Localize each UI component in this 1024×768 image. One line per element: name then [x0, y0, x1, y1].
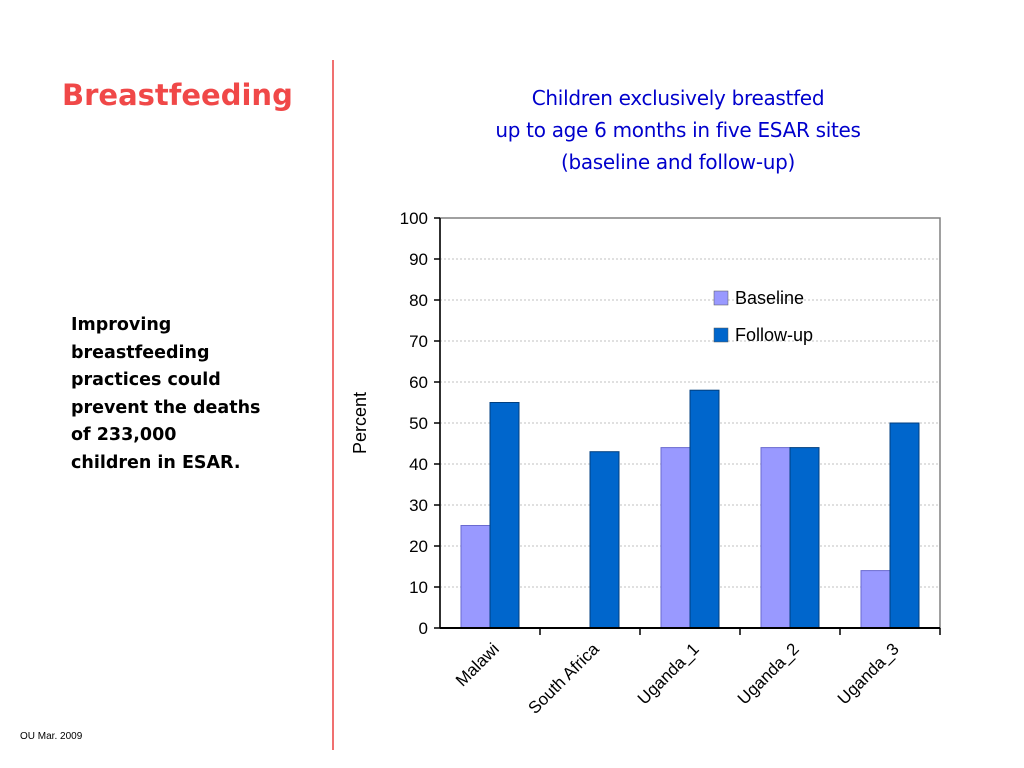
y-tick-label: 10	[409, 578, 428, 597]
legend-swatch	[713, 290, 729, 306]
legend-label: Follow-up	[735, 325, 813, 345]
bar-followup	[889, 422, 920, 629]
bar-baseline	[660, 447, 691, 629]
y-tick-label: 20	[409, 537, 428, 556]
side-note-line: practices could	[71, 370, 221, 390]
x-tick-label: Malawi	[452, 639, 503, 690]
x-tick-label: Uganda_3	[834, 639, 903, 708]
y-tick-label: 50	[409, 414, 428, 433]
chart-title-line: (baseline and follow-up)	[560, 150, 796, 174]
footer-date: OU Mar. 2009	[20, 731, 83, 742]
bar-followup	[589, 451, 620, 629]
side-note: Improving breastfeeding practices could …	[71, 312, 311, 477]
legend-swatch	[713, 327, 729, 343]
y-tick-label: 40	[409, 455, 428, 474]
bar-baseline	[460, 525, 491, 629]
y-tick-label: 70	[409, 332, 428, 351]
y-axis-title: Percent	[350, 392, 370, 454]
y-tick-label: 80	[409, 291, 428, 310]
y-tick-label: 90	[409, 250, 428, 269]
slide-title: Breastfeeding	[62, 78, 293, 112]
bar-followup	[789, 447, 820, 629]
y-tick-label: 100	[400, 209, 428, 228]
bar-followup	[689, 389, 720, 629]
side-note-line: breastfeeding	[71, 342, 210, 363]
bar-followup	[489, 402, 520, 629]
side-note-line: prevent the deaths	[71, 397, 261, 418]
x-tick-label: Uganda_2	[734, 639, 803, 708]
y-tick-label: 0	[419, 619, 428, 638]
y-tick-label: 60	[409, 373, 428, 392]
chart-title-line: Children exclusively breastfed	[531, 86, 825, 110]
side-note-line: Improving	[71, 315, 172, 335]
x-tick-label: South Africa	[525, 639, 604, 718]
vertical-divider	[332, 60, 334, 750]
legend-label: Baseline	[735, 288, 804, 308]
side-note-line: of 233,000	[71, 425, 177, 445]
chart-title-line: up to age 6 months in five ESAR sites	[495, 118, 861, 142]
side-note-line: children in ESAR.	[71, 452, 241, 473]
bar-baseline	[760, 447, 791, 629]
chart-title: Children exclusively breastfed up to age…	[440, 82, 916, 178]
x-tick-label: Uganda_1	[634, 639, 703, 708]
y-tick-label: 30	[409, 496, 428, 515]
bar-baseline	[860, 570, 891, 629]
